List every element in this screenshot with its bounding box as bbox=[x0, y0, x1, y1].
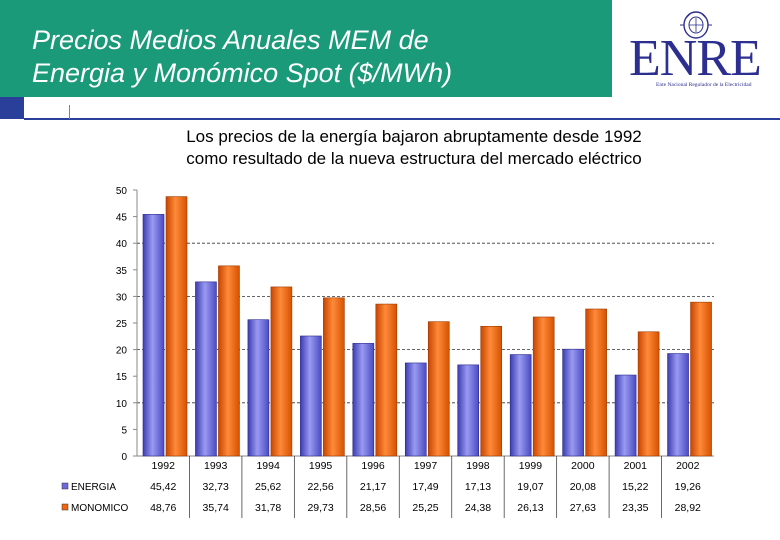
x-tick-label: 1998 bbox=[466, 460, 490, 472]
bar-monomico bbox=[165, 196, 188, 457]
bar-energia bbox=[562, 348, 584, 457]
title-line-1: Precios Medios Anuales MEM de bbox=[32, 25, 429, 55]
bar-monomico bbox=[427, 321, 450, 457]
subtitle-line-2: como resultado de la nueva estructura de… bbox=[186, 149, 642, 168]
accent-tick bbox=[69, 105, 70, 119]
bar-monomico bbox=[270, 286, 293, 457]
bar-monomico bbox=[637, 331, 660, 457]
bar-energia bbox=[142, 214, 165, 457]
data-label-monomico: 35,74 bbox=[203, 502, 229, 514]
y-tick-label: 20 bbox=[116, 346, 128, 357]
legend-swatch-monomico bbox=[61, 503, 69, 511]
bar-monomico bbox=[375, 303, 398, 457]
accent-block bbox=[0, 97, 24, 119]
y-tick-label: 15 bbox=[116, 372, 128, 383]
x-tick-label: 1993 bbox=[204, 460, 228, 472]
page-title: Precios Medios Anuales MEM de Energia y … bbox=[32, 24, 592, 90]
data-label-energia: 15,22 bbox=[622, 481, 648, 493]
x-tick-label: 2000 bbox=[571, 460, 595, 472]
bar-energia bbox=[667, 353, 689, 457]
y-tick-label: 35 bbox=[116, 266, 128, 277]
bar-energia bbox=[352, 343, 375, 457]
chart-subtitle: Los precios de la energía bajaron abrupt… bbox=[94, 126, 734, 170]
bar-monomico bbox=[532, 316, 555, 457]
data-label-monomico: 31,78 bbox=[255, 502, 281, 514]
data-label-monomico: 27,63 bbox=[570, 502, 596, 514]
y-tick-label: 45 bbox=[116, 213, 128, 224]
x-tick-label: 1999 bbox=[519, 460, 543, 472]
logo-subtext: Ente Nacional Regulador de la Electricid… bbox=[656, 82, 752, 88]
accent-line bbox=[24, 118, 780, 120]
y-tick-label: 40 bbox=[116, 239, 128, 250]
y-tick-label: 0 bbox=[121, 452, 127, 463]
bar-monomico bbox=[480, 325, 503, 457]
data-label-monomico: 48,76 bbox=[150, 502, 176, 514]
x-tick-label: 1992 bbox=[152, 460, 176, 472]
bar-monomico bbox=[323, 297, 345, 457]
y-tick-label: 10 bbox=[116, 399, 128, 410]
data-label-energia: 17,49 bbox=[412, 481, 438, 493]
bar-monomico bbox=[690, 301, 712, 457]
y-tick-label: 5 bbox=[121, 425, 127, 436]
data-label-energia: 32,73 bbox=[203, 481, 229, 493]
data-label-energia: 45,42 bbox=[150, 481, 176, 493]
data-label-energia: 20,08 bbox=[570, 481, 596, 493]
x-tick-label: 1996 bbox=[361, 460, 385, 472]
x-tick-label: 1995 bbox=[309, 460, 333, 472]
logo-text: ENRE bbox=[629, 30, 762, 87]
data-label-monomico: 28,56 bbox=[360, 502, 386, 514]
bar-energia bbox=[195, 281, 217, 457]
x-tick-label: 2002 bbox=[676, 460, 700, 472]
data-label-monomico: 26,13 bbox=[517, 502, 543, 514]
x-tick-label: 1994 bbox=[256, 460, 280, 472]
data-label-energia: 21,17 bbox=[360, 481, 386, 493]
enre-logo: ENRE Ente Nacional Regulador de la Elect… bbox=[612, 0, 780, 97]
data-label-energia: 17,13 bbox=[465, 481, 491, 493]
data-table: 1992 45,42 48,76 1993 32,73 35,74 1994 25,62 31,… bbox=[61, 456, 701, 518]
bar-energia bbox=[509, 354, 532, 457]
y-tick-label: 25 bbox=[116, 319, 128, 330]
bar-energia bbox=[404, 362, 427, 457]
data-label-monomico: 29,73 bbox=[307, 502, 333, 514]
data-label-monomico: 23,35 bbox=[622, 502, 648, 514]
data-label-monomico: 24,38 bbox=[465, 502, 491, 514]
x-tick-label: 1997 bbox=[414, 460, 438, 472]
bar-energia bbox=[247, 319, 270, 457]
data-label-monomico: 25,25 bbox=[412, 502, 438, 514]
title-line-2: Energia y Monómico Spot ($/MWh) bbox=[32, 58, 453, 88]
seal-icon bbox=[680, 11, 712, 39]
bar-monomico bbox=[585, 308, 607, 457]
y-tick-label: 50 bbox=[116, 186, 128, 197]
legend-swatch-energia bbox=[61, 482, 69, 490]
data-label-monomico: 28,92 bbox=[675, 502, 701, 514]
x-tick-label: 2001 bbox=[624, 460, 648, 472]
data-label-energia: 22,56 bbox=[307, 481, 333, 493]
data-label-energia: 25,62 bbox=[255, 481, 281, 493]
data-label-energia: 19,26 bbox=[675, 481, 701, 493]
bar-energia bbox=[614, 374, 637, 457]
header-band: Precios Medios Anuales MEM de Energia y … bbox=[0, 0, 780, 97]
subtitle-line-1: Los precios de la energía bajaron abrupt… bbox=[186, 127, 642, 146]
legend-label-energia: ENERGIA bbox=[71, 482, 116, 493]
legend-label-monomico: MONOMICO bbox=[71, 503, 128, 514]
data-label-energia: 19,07 bbox=[517, 481, 543, 493]
bar-energia bbox=[300, 335, 322, 457]
bars bbox=[142, 196, 712, 457]
bar-monomico bbox=[218, 265, 240, 457]
bar-energia bbox=[457, 364, 480, 457]
y-tick-label: 30 bbox=[116, 292, 128, 303]
